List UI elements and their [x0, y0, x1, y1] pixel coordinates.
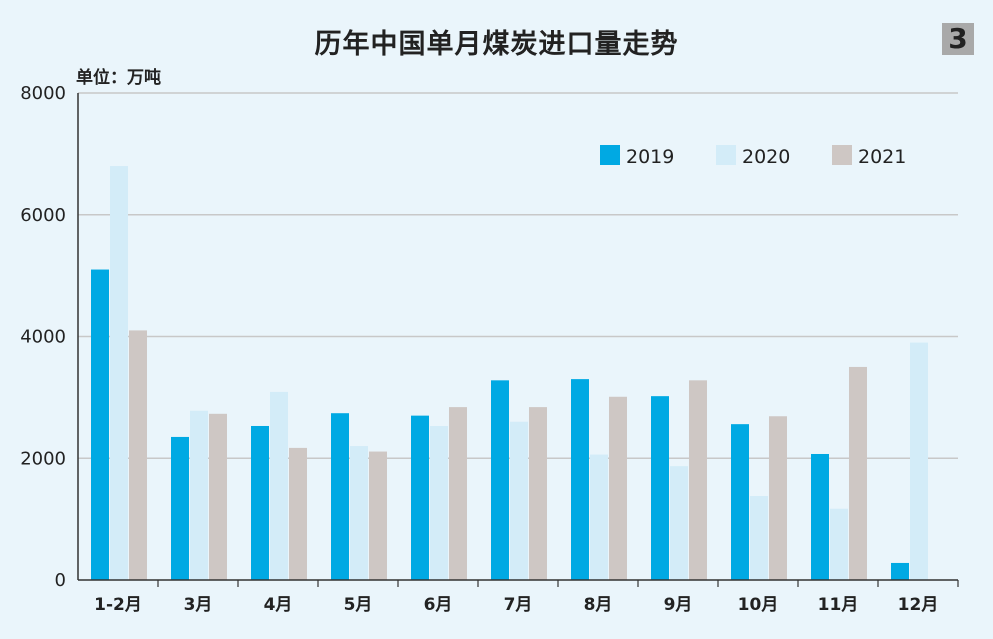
- x-tick-label: 8月: [584, 595, 613, 615]
- x-tick-label: 5月: [344, 595, 373, 615]
- bar-2021: [129, 330, 147, 580]
- bar-2021: [689, 380, 707, 580]
- x-tick-label: 3月: [184, 595, 213, 615]
- x-tick-label: 7月: [504, 595, 533, 615]
- bar-2020: [670, 466, 688, 580]
- legend-swatch-2020: [716, 145, 736, 165]
- y-axis-ticks: 0 2000 4000 6000 8000: [20, 83, 66, 591]
- bar-2021: [609, 396, 627, 580]
- bar-2020: [510, 421, 528, 580]
- bar-2021: [369, 451, 387, 580]
- bars: [91, 166, 928, 581]
- bar-2019: [171, 436, 189, 580]
- y-tick-label: 6000: [20, 205, 66, 226]
- x-tick-label: 9月: [664, 595, 693, 615]
- bar-2020: [910, 342, 928, 580]
- bar-2020: [830, 508, 848, 580]
- x-tick-label: 11月: [818, 595, 859, 615]
- bar-2019: [491, 380, 509, 580]
- x-axis-ticks: 1-2月 3月 4月 5月 6月 7月 8月 9月 10月 11月 12月: [94, 580, 959, 615]
- x-tick-label: 4月: [264, 595, 293, 615]
- axes: [77, 93, 958, 581]
- bar-2021: [769, 416, 787, 580]
- legend-swatch-2021: [832, 145, 852, 165]
- bar-2019: [651, 396, 669, 580]
- unit-label: 单位：万吨: [76, 68, 161, 88]
- bar-2019: [91, 269, 109, 580]
- bar-2019: [891, 562, 909, 580]
- bar-2019: [331, 413, 349, 580]
- legend-label-2021: 2021: [858, 146, 906, 168]
- y-tick-label: 2000: [20, 448, 66, 469]
- legend-label-2020: 2020: [742, 146, 790, 168]
- bar-2020: [110, 166, 128, 581]
- x-tick-label: 12月: [898, 595, 939, 615]
- legend-label-2019: 2019: [626, 146, 674, 168]
- figure-number-badge: 3: [942, 23, 974, 55]
- bar-2020: [190, 410, 208, 580]
- x-tick-label: 6月: [424, 595, 453, 615]
- bar-2021: [209, 413, 227, 580]
- bar-2019: [571, 379, 589, 580]
- y-tick-label: 8000: [20, 83, 66, 104]
- bar-2021: [529, 407, 547, 580]
- x-tick-label: 1-2月: [94, 595, 142, 615]
- y-tick-label: 0: [55, 570, 66, 591]
- bar-2020: [590, 454, 608, 580]
- bar-2020: [350, 446, 368, 580]
- bar-2021: [289, 447, 307, 580]
- bar-2020: [430, 425, 448, 580]
- bar-2019: [731, 424, 749, 580]
- grid-lines: [78, 92, 958, 459]
- bar-2019: [251, 425, 269, 580]
- chart-title: 历年中国单月煤炭进口量走势: [314, 29, 679, 60]
- legend-swatch-2019: [600, 145, 620, 165]
- bar-2019: [811, 453, 829, 580]
- bar-2021: [849, 366, 867, 580]
- y-tick-label: 4000: [20, 327, 66, 348]
- x-tick-label: 10月: [738, 595, 779, 615]
- bar-2021: [449, 407, 467, 580]
- bar-2020: [750, 495, 768, 580]
- bar-2019: [411, 415, 429, 580]
- legend: 2019 2020 2021: [600, 145, 906, 168]
- bar-2020: [270, 391, 288, 580]
